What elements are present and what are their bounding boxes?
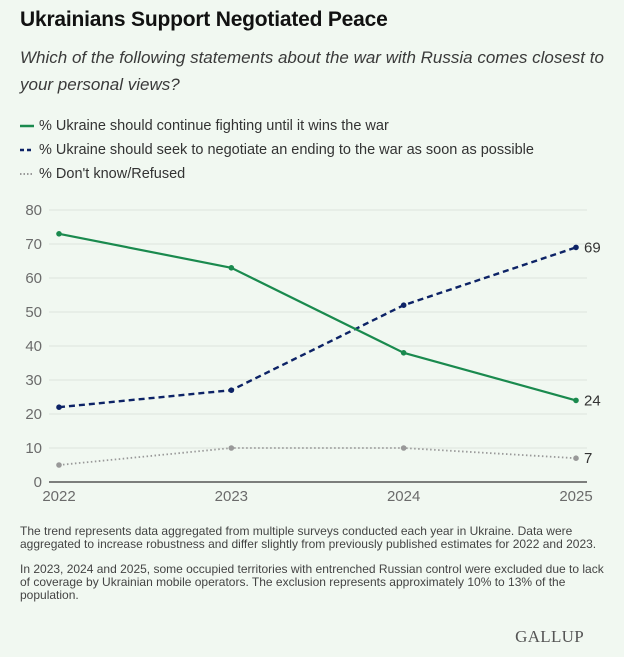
series-line-solid <box>58 232 577 402</box>
footnote: In 2023, 2024 and 2025, some occupied te… <box>20 562 604 602</box>
data-point <box>228 445 235 451</box>
series-line-dotted <box>58 447 577 466</box>
end-value-label: 69 <box>584 239 601 256</box>
y-tick-label: 40 <box>25 338 42 355</box>
data-point <box>56 231 62 237</box>
y-tick-label: 60 <box>25 270 42 287</box>
data-point <box>228 265 235 271</box>
data-point <box>400 302 407 308</box>
data-point <box>400 350 407 356</box>
y-tick-label: 70 <box>25 236 42 253</box>
y-tick-label: 80 <box>25 202 42 219</box>
x-tick-label: 2023 <box>215 488 248 505</box>
x-tick-label: 2025 <box>559 488 592 505</box>
y-tick-label: 20 <box>25 406 42 423</box>
y-tick-label: 10 <box>25 440 42 457</box>
chart-title: Ukrainians Support Negotiated Peace <box>20 8 388 31</box>
y-axis-ticks: 0 10 20 30 40 50 60 70 80 <box>25 202 42 491</box>
legend: % Ukraine should continue fighting until… <box>20 114 534 186</box>
data-point <box>228 387 235 393</box>
series-group <box>56 231 579 468</box>
end-value-label: 7 <box>584 450 592 467</box>
legend-label: % Ukraine should continue fighting until… <box>39 118 389 134</box>
legend-item-continue-fighting: % Ukraine should continue fighting until… <box>20 114 534 138</box>
data-point <box>573 397 579 404</box>
solid-line-swatch-icon <box>20 121 35 131</box>
end-value-label: 24 <box>584 392 601 409</box>
legend-label: % Ukraine should seek to negotiate an en… <box>39 142 534 158</box>
legend-label: % Don't know/Refused <box>39 166 186 182</box>
data-point <box>400 445 407 451</box>
data-point <box>56 462 62 468</box>
dotted-line-swatch-icon <box>20 169 35 179</box>
dashed-line-swatch-icon <box>20 145 35 155</box>
footnote: The trend represents data aggregated fro… <box>20 524 597 551</box>
end-labels: 7 69 24 <box>584 239 601 467</box>
x-tick-label: 2024 <box>387 488 420 505</box>
series-line-dashed <box>58 246 577 409</box>
data-point <box>56 404 62 410</box>
footnotes: The trend represents data aggregated fro… <box>20 525 610 614</box>
y-tick-label: 30 <box>25 372 42 389</box>
data-point <box>573 244 579 251</box>
legend-item-negotiate: % Ukraine should seek to negotiate an en… <box>20 138 534 162</box>
gridlines <box>49 209 587 449</box>
legend-item-dont-know: % Don't know/Refused <box>20 162 534 186</box>
x-axis-ticks: 2022 2023 2024 2025 <box>42 488 592 505</box>
y-tick-label: 0 <box>34 474 42 491</box>
y-tick-label: 50 <box>25 304 42 321</box>
data-point <box>573 455 579 462</box>
line-chart: 0 10 20 30 40 50 60 70 80 2022 2023 2024 2025 7 69 24 <box>25 202 601 505</box>
gallup-logo: GALLUP <box>515 627 584 646</box>
x-tick-label: 2022 <box>42 488 75 505</box>
chart-subtitle: Which of the following statements about … <box>20 48 604 94</box>
